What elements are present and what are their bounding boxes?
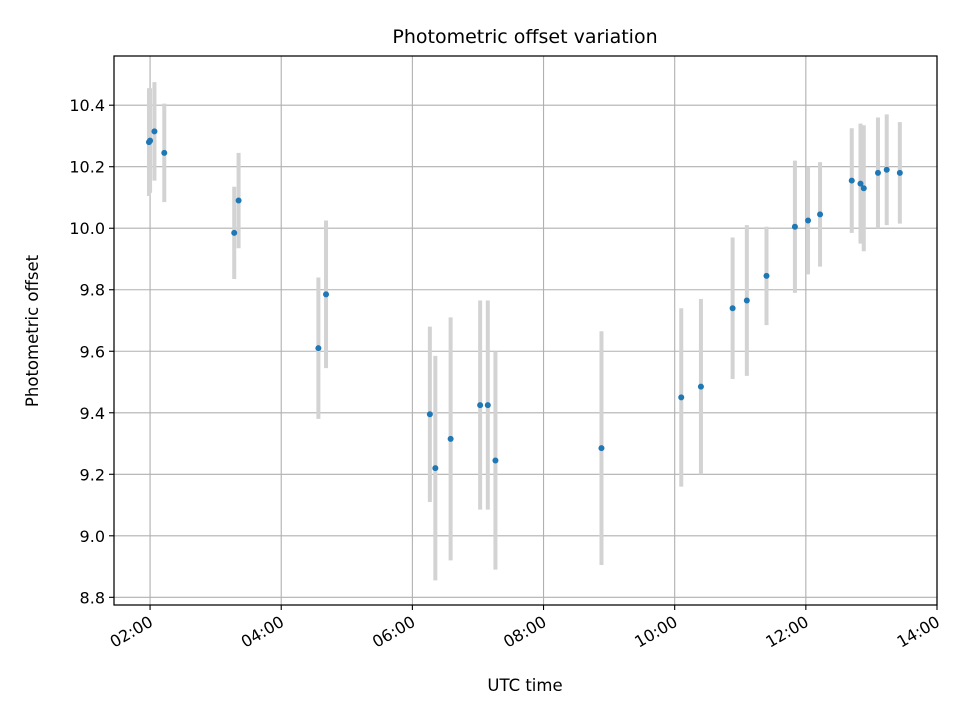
data-point — [817, 211, 824, 218]
data-point — [805, 217, 812, 224]
y-tick-label: 9.8 — [80, 281, 105, 300]
y-tick-label: 9.0 — [80, 527, 105, 546]
data-point — [484, 402, 491, 409]
data-point — [883, 166, 890, 173]
data-point — [147, 137, 154, 144]
y-axis: 8.8 9.0 9.2 9.4 9.6 9.8 10.0 10.2 10.4 — [69, 96, 114, 607]
data-point — [151, 128, 158, 135]
data-point — [743, 297, 750, 304]
data-point — [678, 394, 685, 401]
data-point — [697, 383, 704, 390]
data-point — [231, 229, 238, 236]
data-point — [763, 272, 770, 279]
data-point — [447, 435, 454, 442]
data-point — [426, 411, 433, 418]
data-point — [598, 445, 605, 452]
data-point — [432, 465, 439, 472]
data-point — [896, 169, 903, 176]
data-point — [729, 305, 736, 312]
y-tick-label: 10.0 — [69, 219, 105, 238]
grid-lines — [114, 56, 938, 605]
data-point — [323, 291, 330, 298]
y-tick-label: 9.6 — [80, 342, 105, 361]
data-point — [860, 185, 867, 192]
plot-frame — [113, 55, 938, 606]
y-tick-label: 10.2 — [69, 158, 105, 177]
y-tick-label: 9.2 — [80, 465, 105, 484]
chart-title: Photometric offset variation — [392, 26, 657, 48]
data-point — [791, 223, 798, 230]
data-point — [477, 402, 484, 409]
x-axis-label: UTC time — [487, 676, 562, 695]
data-point — [161, 149, 168, 156]
y-tick-label: 10.4 — [69, 96, 105, 115]
y-tick-label: 8.8 — [80, 588, 105, 607]
y-axis-label: Photometric offset — [23, 254, 42, 407]
data-point — [492, 457, 499, 464]
data-point — [874, 169, 881, 176]
data-points — [145, 128, 903, 472]
data-point — [857, 180, 864, 187]
data-point — [315, 345, 322, 352]
data-point — [235, 197, 242, 204]
y-tick-label: 9.4 — [80, 404, 105, 423]
data-point — [848, 177, 855, 184]
